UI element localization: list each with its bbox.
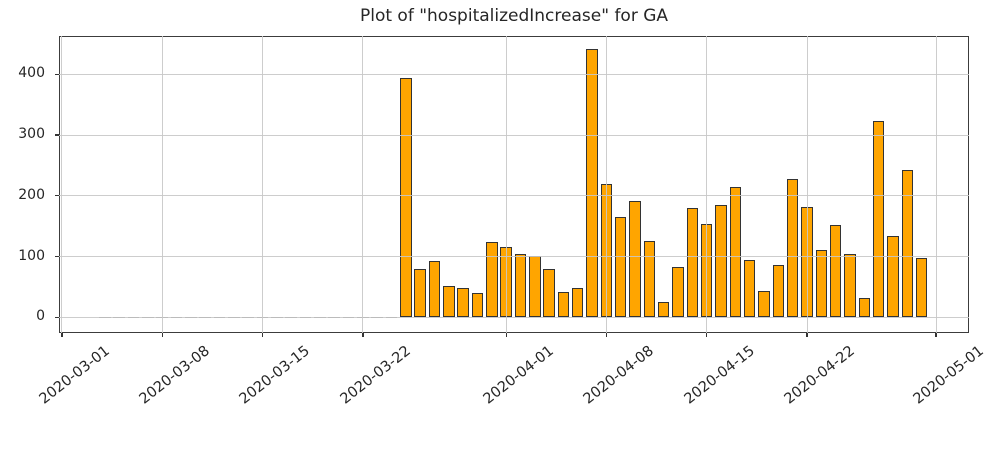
bar [901, 170, 914, 318]
y-gridline [59, 134, 969, 136]
x-gridline [935, 36, 937, 333]
bar [643, 240, 656, 318]
bar [486, 241, 498, 318]
bar [543, 269, 555, 318]
y-gridline [59, 316, 969, 318]
y-gridline [59, 256, 969, 258]
x-gridline [505, 36, 507, 333]
x-tick-label: 2020-05-01 [910, 343, 987, 408]
y-tick-label: 0 [36, 308, 45, 325]
x-gridline [161, 36, 163, 333]
x-tick-label: 2020-03-15 [237, 343, 314, 408]
x-gridline [61, 36, 63, 333]
x-tick-mark [505, 332, 507, 337]
y-tick-label: 300 [18, 126, 45, 143]
bar [428, 261, 441, 318]
bar [586, 49, 598, 318]
x-tick-mark [261, 332, 264, 337]
bar [686, 207, 699, 318]
bar [772, 265, 785, 318]
bar [615, 217, 627, 318]
y-tick-label: 200 [18, 186, 45, 203]
bar [744, 259, 756, 318]
x-tick-label: 2020-04-15 [681, 343, 758, 408]
plot-area [59, 36, 969, 333]
y-tick-mark [54, 255, 59, 258]
y-tick-label: 400 [18, 65, 45, 82]
bar [887, 235, 899, 318]
bar [443, 286, 455, 318]
x-tick-mark [161, 332, 163, 337]
bar [844, 253, 856, 318]
bar [715, 204, 727, 318]
bar [858, 297, 871, 318]
x-tick-mark [706, 332, 708, 337]
bar [729, 186, 742, 318]
bar [414, 268, 426, 318]
bar [815, 250, 828, 318]
y-gridline [59, 195, 969, 197]
x-gridline [806, 36, 808, 333]
x-tick-mark [935, 332, 937, 337]
bar [471, 293, 484, 318]
x-tick-label: 2020-04-08 [581, 343, 658, 408]
x-tick-mark [806, 332, 808, 337]
bar [400, 77, 412, 318]
chart-title: Plot of "hospitalizedIncrease" for GA [359, 6, 669, 26]
bar [514, 254, 527, 318]
bar [872, 121, 885, 318]
y-tick-label: 100 [18, 247, 45, 264]
bar [787, 178, 799, 318]
bar [915, 257, 928, 318]
bar [658, 302, 670, 318]
y-tick-mark [54, 134, 59, 136]
y-tick-mark [54, 316, 59, 318]
x-tick-label: 2020-03-01 [36, 343, 113, 408]
x-tick-label: 2020-04-01 [480, 343, 557, 408]
bar [529, 255, 541, 318]
y-tick-mark [54, 73, 59, 75]
bar [672, 266, 684, 318]
bar [572, 288, 584, 318]
x-tick-label: 2020-03-08 [136, 343, 214, 408]
y-gridline [59, 73, 969, 75]
x-gridline [605, 36, 607, 333]
y-tick-mark [54, 195, 59, 197]
x-gridline [261, 36, 263, 333]
bar [758, 291, 770, 318]
x-tick-mark [362, 332, 364, 337]
x-gridline [706, 36, 708, 333]
x-gridline [362, 36, 364, 333]
x-tick-mark [61, 332, 63, 337]
bar [457, 287, 469, 318]
x-tick-label: 2020-04-22 [781, 343, 858, 408]
x-tick-label: 2020-03-22 [337, 343, 414, 408]
bar [629, 200, 641, 318]
bar [557, 291, 570, 318]
x-tick-mark [605, 332, 608, 337]
bar [829, 224, 842, 318]
